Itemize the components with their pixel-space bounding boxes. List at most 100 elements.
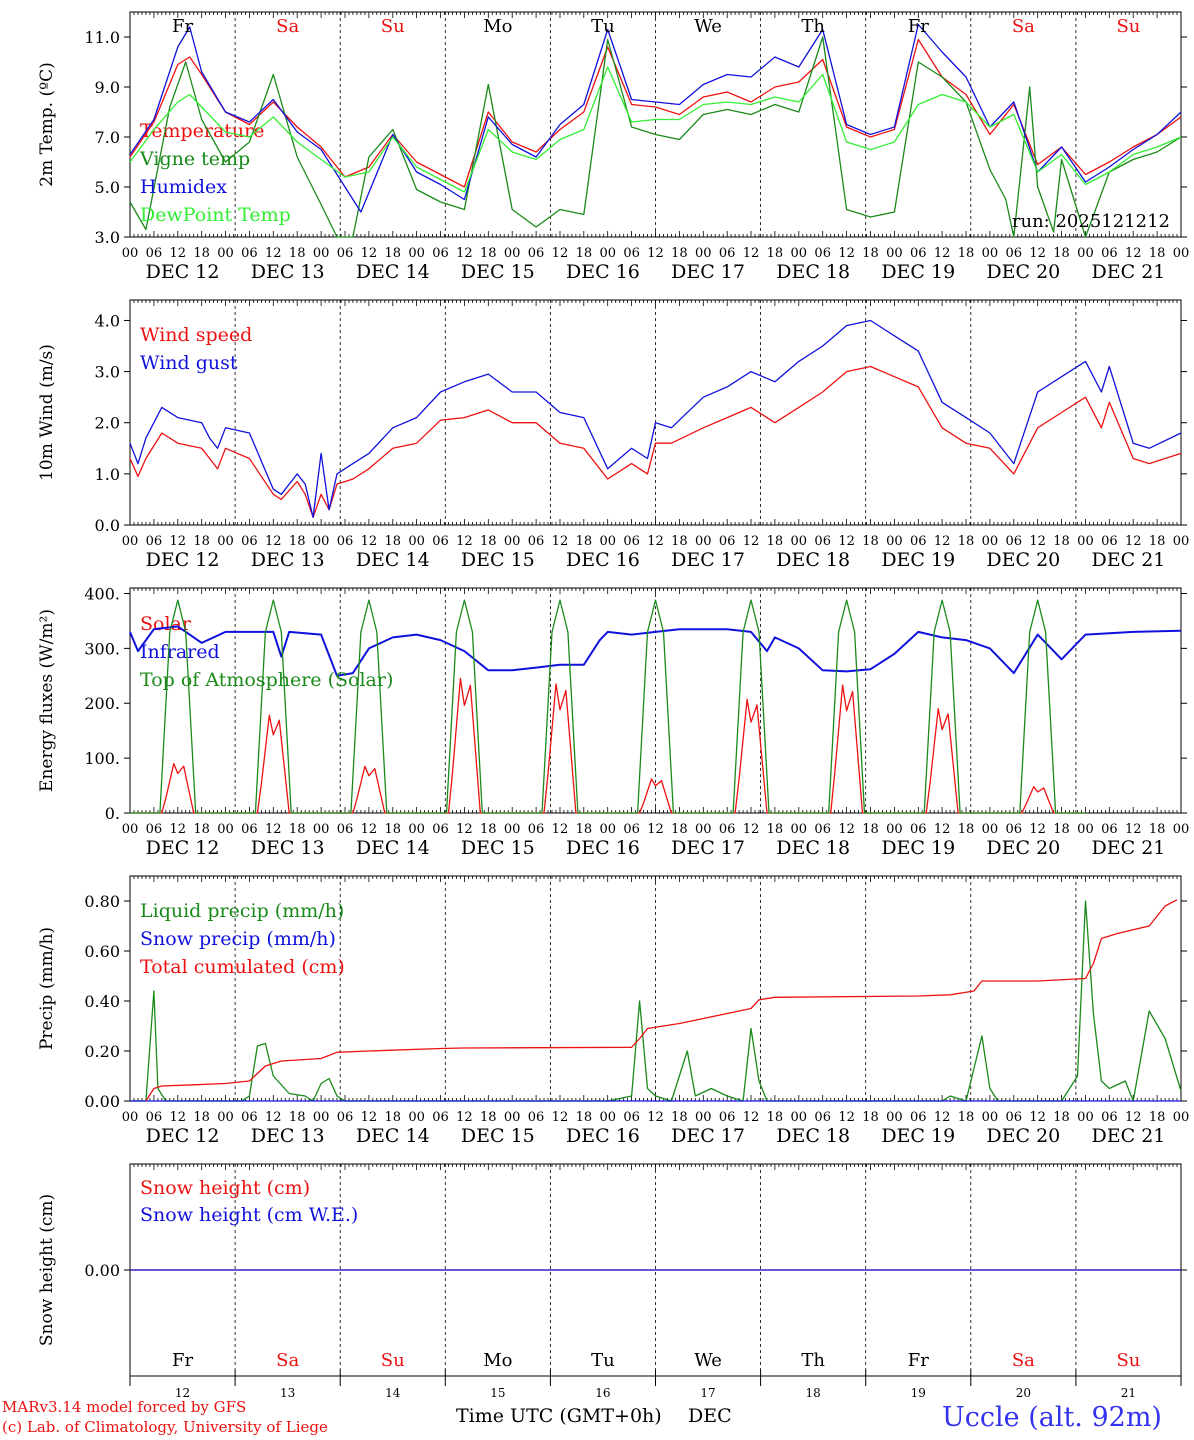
hour-label: 06 (814, 822, 831, 837)
weekday-label: Sa (1012, 16, 1035, 37)
hour-label: 12 (456, 1110, 473, 1125)
day-label: DEC 21 (1092, 837, 1166, 859)
weekday-label: Fr (908, 1350, 929, 1371)
y-tick-label: 300. (84, 639, 120, 658)
hour-label: 06 (623, 534, 640, 549)
day-label: DEC 15 (461, 261, 535, 283)
hour-label: 06 (910, 534, 927, 549)
weekday-label: Su (1116, 16, 1140, 37)
day-label: DEC 16 (566, 261, 640, 283)
hour-label: 18 (767, 534, 784, 549)
hour-label: 06 (337, 534, 354, 549)
hour-label: 18 (1149, 1110, 1166, 1125)
day-label: DEC 15 (461, 837, 535, 859)
hour-label: 06 (528, 246, 545, 261)
hour-label: 12 (838, 1110, 855, 1125)
hour-label: 12 (265, 822, 282, 837)
hour-label: 00 (217, 246, 234, 261)
hour-label: 00 (504, 534, 521, 549)
hour-label: 18 (193, 822, 210, 837)
hour-label: 06 (241, 534, 258, 549)
hour-label: 18 (193, 1110, 210, 1125)
hour-label: 06 (719, 1110, 736, 1125)
hour-label: 00 (599, 534, 616, 549)
weekday-label: Fr (908, 16, 929, 37)
hour-label: 18 (384, 246, 401, 261)
y-tick-label: 3.0 (95, 228, 120, 247)
day-label: DEC 17 (671, 837, 745, 859)
legend-wind-gust: Wind gust (140, 352, 238, 374)
hour-label: 00 (1077, 246, 1094, 261)
hour-ticks-top (129, 1164, 1182, 1170)
day-label: DEC 16 (566, 837, 640, 859)
hour-label: 00 (886, 1110, 903, 1125)
y-tick-label: 0.0 (95, 516, 120, 535)
hour-ticks-bottom (129, 1095, 1182, 1101)
hour-label: 12 (552, 822, 569, 837)
hour-label: 18 (671, 246, 688, 261)
hour-label: 00 (886, 534, 903, 549)
hour-label: 06 (146, 1110, 163, 1125)
model-credit: MARv3.14 model forced by GFS (2, 1398, 247, 1416)
hour-label: 06 (623, 1110, 640, 1125)
hour-label: 00 (504, 822, 521, 837)
weekday-label: We (694, 16, 722, 37)
y-tick-label: 2.0 (95, 414, 120, 433)
day-label: DEC 18 (776, 261, 850, 283)
hour-label: 06 (432, 246, 449, 261)
hour-label: 18 (576, 534, 593, 549)
hour-label: 18 (1149, 246, 1166, 261)
hour-label: 06 (146, 246, 163, 261)
hour-label: 00 (695, 246, 712, 261)
hour-label: 12 (743, 1110, 760, 1125)
hour-ticks-top (129, 300, 1182, 306)
hour-label: 18 (958, 1110, 975, 1125)
day-label: DEC 16 (566, 1125, 640, 1147)
hour-label: 18 (576, 246, 593, 261)
y-tick-label: 200. (84, 694, 120, 713)
day-label: DEC 16 (566, 549, 640, 571)
hour-label: 06 (719, 534, 736, 549)
hour-label: 00 (217, 822, 234, 837)
day-number-label: 21 (1121, 1386, 1136, 1400)
hour-label: 18 (480, 246, 497, 261)
weekday-label: Tu (591, 1350, 615, 1371)
y-axis-label: 2m Temp. (ºC) (37, 62, 57, 187)
day-label: DEC 14 (356, 837, 430, 859)
y-tick-label: 0.00 (84, 1261, 120, 1280)
hour-label: 12 (456, 246, 473, 261)
y-tick-label: 0. (105, 804, 120, 823)
day-number-label: 19 (911, 1386, 926, 1400)
hour-label: 00 (982, 534, 999, 549)
y-tick-label: 0.00 (84, 1092, 120, 1111)
hour-label: 12 (647, 246, 664, 261)
hour-label: 06 (432, 822, 449, 837)
hour-label: 00 (599, 1110, 616, 1125)
hour-label: 00 (504, 246, 521, 261)
hour-label: 18 (289, 822, 306, 837)
hour-ticks-top (129, 12, 1182, 18)
hour-label: 06 (241, 1110, 258, 1125)
run-label: run: 2025121212 (1012, 211, 1170, 232)
day-label: DEC 12 (146, 261, 220, 283)
hour-label: 12 (647, 1110, 664, 1125)
hour-label: 06 (528, 534, 545, 549)
day-label: DEC 13 (251, 1125, 325, 1147)
series-wind-speed (129, 365, 1182, 518)
series-liquid-precip-mm-h- (130, 900, 1182, 1102)
hour-label: 12 (934, 1110, 951, 1125)
y-tick-label: 1.0 (95, 465, 120, 484)
hour-label: 12 (743, 822, 760, 837)
hour-label: 18 (480, 822, 497, 837)
y-tick-label: 0.80 (84, 892, 120, 911)
station-label: Uccle (alt. 92m) (942, 1402, 1162, 1433)
hour-label: 00 (313, 822, 330, 837)
hour-label: 18 (193, 246, 210, 261)
hour-label: 06 (814, 534, 831, 549)
series-vigne-temp (129, 36, 1182, 238)
hour-ticks-bottom (129, 231, 1182, 237)
hour-label: 18 (767, 822, 784, 837)
hour-label: 06 (1101, 822, 1118, 837)
y-tick-label: 4.0 (95, 311, 120, 330)
hour-label: 12 (1029, 534, 1046, 549)
